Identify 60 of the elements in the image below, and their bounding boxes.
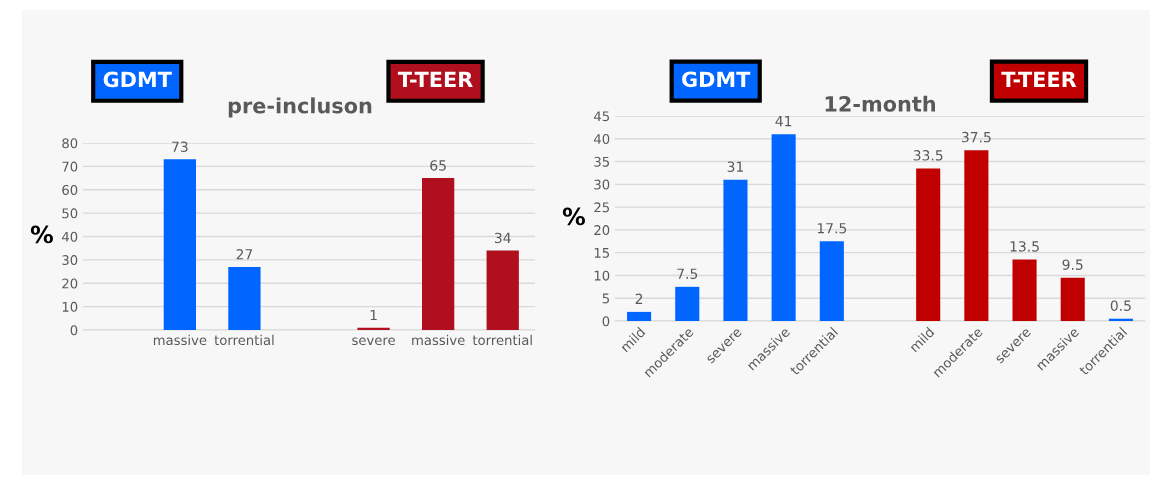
bar [723,179,748,321]
data-label: 27 [236,249,253,260]
data-label: 31 [727,161,744,172]
text: T-TEER [397,71,473,88]
data-label: 65 [430,160,446,171]
y-tick-label: 40 [593,134,610,144]
bar [1060,277,1085,321]
chart-title: pre-incluson [228,97,372,118]
y-axis-title: % [562,207,585,226]
y-tick-label: 60 [62,184,78,195]
x-tick-label: torrential [214,334,274,346]
y-tick-label: 30 [594,179,610,190]
bar [1012,259,1037,321]
bar [422,178,455,330]
y-tick-label: 20 [62,278,78,289]
text: GDMT [103,71,172,88]
y-tick-label: 70 [62,161,78,172]
bar [228,266,261,330]
data-label: 73 [172,141,188,152]
data-label: 9.5 [1062,259,1083,270]
data-label: 34 [494,232,511,244]
y-tick-label: 5 [602,293,609,304]
x-tick-label: massive [412,334,465,346]
bar [163,159,196,330]
y-tick-label: 40 [61,231,78,242]
text: GDMT [682,71,751,88]
bar [627,311,652,321]
data-label: 1 [370,309,377,321]
bar [486,250,519,330]
y-tick-label: 0 [70,325,78,336]
bar [675,286,700,321]
x-tick-label: torrential [472,334,532,346]
bar [819,241,844,321]
data-label: 41 [775,116,792,127]
y-axis-title: % [30,225,53,244]
y-tick-label: 10 [62,301,78,312]
data-label: 17.5 [817,223,847,234]
y-tick-label: 0 [602,316,610,327]
data-label: 2 [635,293,643,304]
bar [916,168,941,321]
bar [964,150,989,321]
chart-title: 12-month [825,95,936,112]
y-tick-label: 25 [594,202,609,213]
y-tick-label: 10 [594,270,610,281]
y-tick-label: 50 [62,208,78,219]
data-label: 13.5 [1010,241,1039,252]
y-tick-label: 15 [594,248,609,258]
y-tick-label: 80 [62,138,78,149]
data-label: 7.5 [677,268,698,280]
x-tick-label: massive [153,334,207,346]
data-label: 37.5 [961,131,991,143]
y-tick-label: 30 [62,255,78,266]
data-label: 0.5 [1110,300,1131,311]
y-tick-label: 35 [594,156,609,167]
x-tick-label: severe [352,337,395,346]
data-label: 33.5 [913,150,943,161]
bar [771,134,796,321]
y-tick-label: 20 [594,225,610,236]
y-tick-label: 45 [593,111,609,122]
text: T-TEER [1001,71,1077,87]
